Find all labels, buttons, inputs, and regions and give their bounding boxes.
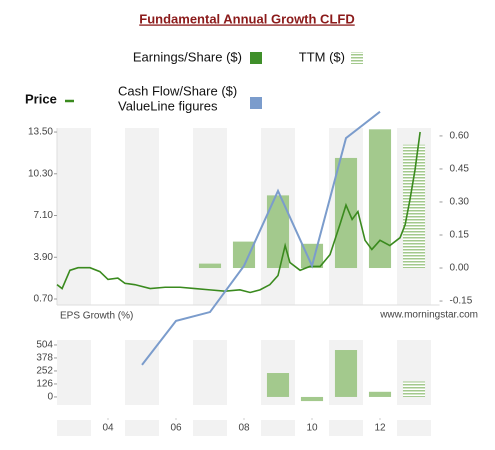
bar [266, 373, 290, 397]
legend-label: Cash Flow/Share ($) [118, 83, 237, 98]
year-band [57, 420, 91, 436]
x-tick-label: 06 [170, 423, 182, 434]
subchart-title: EPS Growth (%) [60, 311, 133, 322]
legend-label: Earnings/Share ($) [133, 49, 242, 64]
legend-swatch [351, 52, 363, 64]
y-tick-label: 13.50 [28, 127, 53, 138]
y-tick-label: 378 [36, 353, 53, 364]
bar [368, 129, 392, 269]
year-band [329, 420, 363, 436]
y-tick-label: 126 [36, 379, 53, 390]
y-tick-label: 504 [36, 340, 53, 351]
x-tick-label: 08 [238, 423, 250, 434]
source: www.morningstar.com [379, 310, 478, 321]
year-band [397, 420, 431, 436]
legend-label: TTM ($) [299, 49, 345, 64]
year-band [261, 420, 295, 436]
year-band [193, 340, 227, 405]
y-tick-label: 0 [47, 392, 53, 403]
line [141, 110, 381, 366]
y2-tick-label: -0.15 [450, 296, 473, 307]
legend-swatch [250, 52, 262, 64]
year-band [193, 420, 227, 436]
y2-tick-label: 0.45 [450, 164, 470, 175]
bar [334, 157, 358, 269]
legend-label: Price [25, 91, 57, 106]
y-tick-label: 3.90 [34, 252, 54, 263]
y-tick-label: 0.70 [34, 294, 54, 305]
y2-tick-label: 0.15 [450, 230, 470, 241]
bar [300, 243, 324, 269]
year-band [125, 420, 159, 436]
bar [300, 396, 324, 402]
year-band [125, 128, 159, 305]
legend-swatch [250, 97, 262, 109]
bar [334, 350, 358, 397]
legend-note: ValueLine figures [118, 98, 218, 113]
bar [232, 241, 256, 269]
year-band [193, 128, 227, 305]
bar [402, 381, 426, 397]
y-tick-label: 7.10 [34, 210, 54, 221]
line [56, 131, 421, 294]
bar [198, 263, 222, 269]
year-band [57, 128, 91, 305]
bar [402, 144, 426, 269]
x-tick-label: 12 [374, 423, 386, 434]
chart-title: Fundamental Annual Growth CLFD [139, 11, 354, 26]
year-band [57, 340, 91, 405]
y-tick-label: 10.30 [28, 168, 53, 179]
y-tick-label: 252 [36, 366, 53, 377]
bar [368, 391, 392, 397]
y2-tick-label: 0.00 [450, 263, 470, 274]
x-tick-label: 04 [102, 423, 114, 434]
y2-tick-label: 0.60 [450, 131, 470, 142]
y2-tick-label: 0.30 [450, 197, 470, 208]
x-tick-label: 10 [306, 423, 318, 434]
